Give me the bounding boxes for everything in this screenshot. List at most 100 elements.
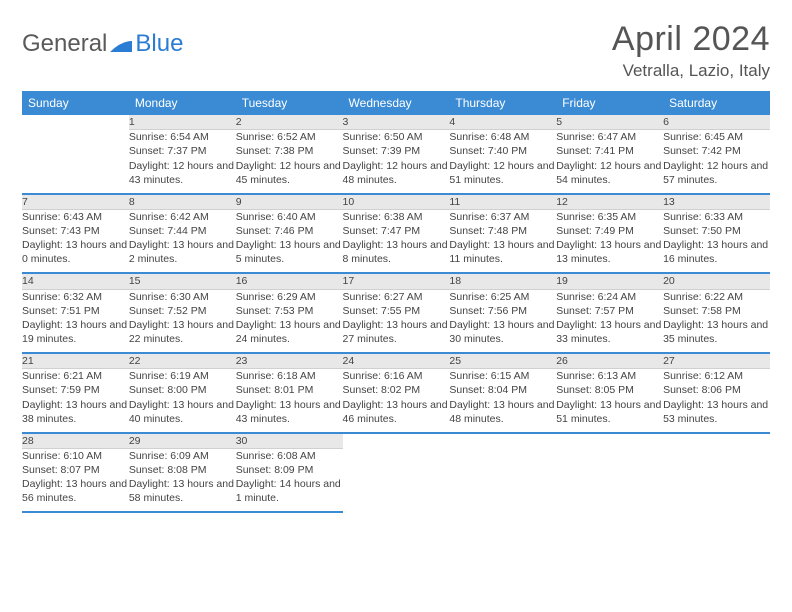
day-content-cell: Sunrise: 6:52 AMSunset: 7:38 PMDaylight:… <box>236 130 343 194</box>
day-content-cell: Sunrise: 6:29 AMSunset: 7:53 PMDaylight:… <box>236 289 343 353</box>
sunset-line: Sunset: 8:05 PM <box>556 383 663 397</box>
sunset-line: Sunset: 7:55 PM <box>343 304 450 318</box>
sunset-line: Sunset: 8:02 PM <box>343 383 450 397</box>
day-content-cell: Sunrise: 6:37 AMSunset: 7:48 PMDaylight:… <box>449 209 556 273</box>
day-number-cell <box>449 433 556 449</box>
daylight-line: Daylight: 13 hours and 16 minutes. <box>663 238 770 266</box>
daylight-line: Daylight: 14 hours and 1 minute. <box>236 477 343 505</box>
daynum-row: 14151617181920 <box>22 273 770 289</box>
sunrise-line: Sunrise: 6:18 AM <box>236 369 343 383</box>
sunrise-line: Sunrise: 6:25 AM <box>449 290 556 304</box>
daylight-line: Daylight: 13 hours and 2 minutes. <box>129 238 236 266</box>
daynum-row: 21222324252627 <box>22 353 770 369</box>
daylight-line: Daylight: 13 hours and 11 minutes. <box>449 238 556 266</box>
quarter-circle-icon <box>110 32 132 57</box>
logo-text-general: General <box>22 30 107 58</box>
daylight-line: Daylight: 13 hours and 43 minutes. <box>236 398 343 426</box>
sunrise-line: Sunrise: 6:37 AM <box>449 210 556 224</box>
day-content-cell: Sunrise: 6:32 AMSunset: 7:51 PMDaylight:… <box>22 289 129 353</box>
sunrise-line: Sunrise: 6:29 AM <box>236 290 343 304</box>
day-content-cell <box>22 130 129 194</box>
sunrise-line: Sunrise: 6:21 AM <box>22 369 129 383</box>
sunrise-line: Sunrise: 6:10 AM <box>22 449 129 463</box>
day-number-cell: 3 <box>343 115 450 130</box>
day-content-cell <box>449 448 556 512</box>
day-number-cell: 5 <box>556 115 663 130</box>
day-content-cell: Sunrise: 6:18 AMSunset: 8:01 PMDaylight:… <box>236 369 343 433</box>
sunrise-line: Sunrise: 6:48 AM <box>449 130 556 144</box>
sunset-line: Sunset: 7:56 PM <box>449 304 556 318</box>
day-content-cell: Sunrise: 6:21 AMSunset: 7:59 PMDaylight:… <box>22 369 129 433</box>
day-number-cell: 12 <box>556 194 663 210</box>
content-row: Sunrise: 6:43 AMSunset: 7:43 PMDaylight:… <box>22 209 770 273</box>
day-number-cell: 16 <box>236 273 343 289</box>
daylight-line: Daylight: 13 hours and 46 minutes. <box>343 398 450 426</box>
sunset-line: Sunset: 7:58 PM <box>663 304 770 318</box>
daylight-line: Daylight: 12 hours and 51 minutes. <box>449 159 556 187</box>
daylight-line: Daylight: 13 hours and 13 minutes. <box>556 238 663 266</box>
content-row: Sunrise: 6:10 AMSunset: 8:07 PM Daylight:… <box>22 448 770 512</box>
sunrise-line: Sunrise: 6:08 AM <box>236 449 343 463</box>
day-number-cell <box>22 115 129 130</box>
day-content-cell: Sunrise: 6:35 AMSunset: 7:49 PMDaylight:… <box>556 209 663 273</box>
day-content-cell: Sunrise: 6:25 AMSunset: 7:56 PMDaylight:… <box>449 289 556 353</box>
daylight-line: Daylight: 12 hours and 48 minutes. <box>343 159 450 187</box>
day-content-cell <box>343 448 450 512</box>
day-content-cell: Sunrise: 6:43 AMSunset: 7:43 PMDaylight:… <box>22 209 129 273</box>
day-content-cell: Sunrise: 6:30 AMSunset: 7:52 PMDaylight:… <box>129 289 236 353</box>
daylight-line: Daylight: 13 hours and 27 minutes. <box>343 318 450 346</box>
day-number-cell: 8 <box>129 194 236 210</box>
day-content-cell: Sunrise: 6:47 AMSunset: 7:41 PMDaylight:… <box>556 130 663 194</box>
sunset-line: Sunset: 7:48 PM <box>449 224 556 238</box>
title-block: April 2024 Vetralla, Lazio, Italy <box>612 20 770 81</box>
day-content-cell: Sunrise: 6:08 AMSunset: 8:09 PMDaylight:… <box>236 448 343 512</box>
day-number-cell: 18 <box>449 273 556 289</box>
sunset-line: Sunset: 7:52 PM <box>129 304 236 318</box>
sunrise-line: Sunrise: 6:38 AM <box>343 210 450 224</box>
sunset-line: Sunset: 8:08 PM <box>129 463 236 477</box>
day-content-cell: Sunrise: 6:54 AMSunset: 7:37 PMDaylight:… <box>129 130 236 194</box>
sunset-line: Sunset: 7:46 PM <box>236 224 343 238</box>
sunrise-line: Sunrise: 6:13 AM <box>556 369 663 383</box>
daylight-line: Daylight: 13 hours and 22 minutes. <box>129 318 236 346</box>
header: General Blue April 2024 Vetralla, Lazio,… <box>22 20 770 81</box>
day-content-cell: Sunrise: 6:09 AMSunset: 8:08 PMDaylight:… <box>129 448 236 512</box>
logo: General Blue <box>22 30 183 58</box>
sunset-line: Sunset: 8:06 PM <box>663 383 770 397</box>
content-row: Sunrise: 6:21 AMSunset: 7:59 PMDaylight:… <box>22 369 770 433</box>
month-title: April 2024 <box>612 20 770 59</box>
sunset-line: Sunset: 8:09 PM <box>236 463 343 477</box>
sunset-line: Sunset: 7:41 PM <box>556 144 663 158</box>
day-content-cell <box>556 448 663 512</box>
day-number-cell: 14 <box>22 273 129 289</box>
daylight-line: Daylight: 13 hours and 33 minutes. <box>556 318 663 346</box>
day-content-cell: Sunrise: 6:38 AMSunset: 7:47 PMDaylight:… <box>343 209 450 273</box>
sunset-line: Sunset: 7:40 PM <box>449 144 556 158</box>
daylight-line: Daylight: 13 hours and 51 minutes. <box>556 398 663 426</box>
sunset-line: Sunset: 7:39 PM <box>343 144 450 158</box>
sunrise-line: Sunrise: 6:47 AM <box>556 130 663 144</box>
daylight-line: Daylight: 13 hours and 53 minutes. <box>663 398 770 426</box>
daylight-line: Daylight: 13 hours and 5 minutes. <box>236 238 343 266</box>
content-row: Sunrise: 6:54 AMSunset: 7:37 PMDaylight:… <box>22 130 770 194</box>
day-number-cell: 10 <box>343 194 450 210</box>
sunrise-line: Sunrise: 6:42 AM <box>129 210 236 224</box>
weekday-header: Saturday <box>663 91 770 115</box>
sunrise-line: Sunrise: 6:54 AM <box>129 130 236 144</box>
weekday-header-row: SundayMondayTuesdayWednesdayThursdayFrid… <box>22 91 770 115</box>
daynum-row: 282930 <box>22 433 770 449</box>
day-content-cell: Sunrise: 6:50 AMSunset: 7:39 PMDaylight:… <box>343 130 450 194</box>
sunset-line: Sunset: 7:44 PM <box>129 224 236 238</box>
sunset-line: Sunset: 8:07 PM <box>22 463 129 477</box>
day-content-cell: Sunrise: 6:19 AMSunset: 8:00 PMDaylight:… <box>129 369 236 433</box>
sunset-line: Sunset: 8:00 PM <box>129 383 236 397</box>
sunrise-line: Sunrise: 6:22 AM <box>663 290 770 304</box>
sunrise-line: Sunrise: 6:40 AM <box>236 210 343 224</box>
day-number-cell: 27 <box>663 353 770 369</box>
day-number-cell: 25 <box>449 353 556 369</box>
sunrise-line: Sunrise: 6:16 AM <box>343 369 450 383</box>
daylight-line: Daylight: 13 hours and 38 minutes. <box>22 398 129 426</box>
day-content-cell: Sunrise: 6:24 AMSunset: 7:57 PMDaylight:… <box>556 289 663 353</box>
sunrise-line: Sunrise: 6:43 AM <box>22 210 129 224</box>
calendar-table: SundayMondayTuesdayWednesdayThursdayFrid… <box>22 91 770 513</box>
